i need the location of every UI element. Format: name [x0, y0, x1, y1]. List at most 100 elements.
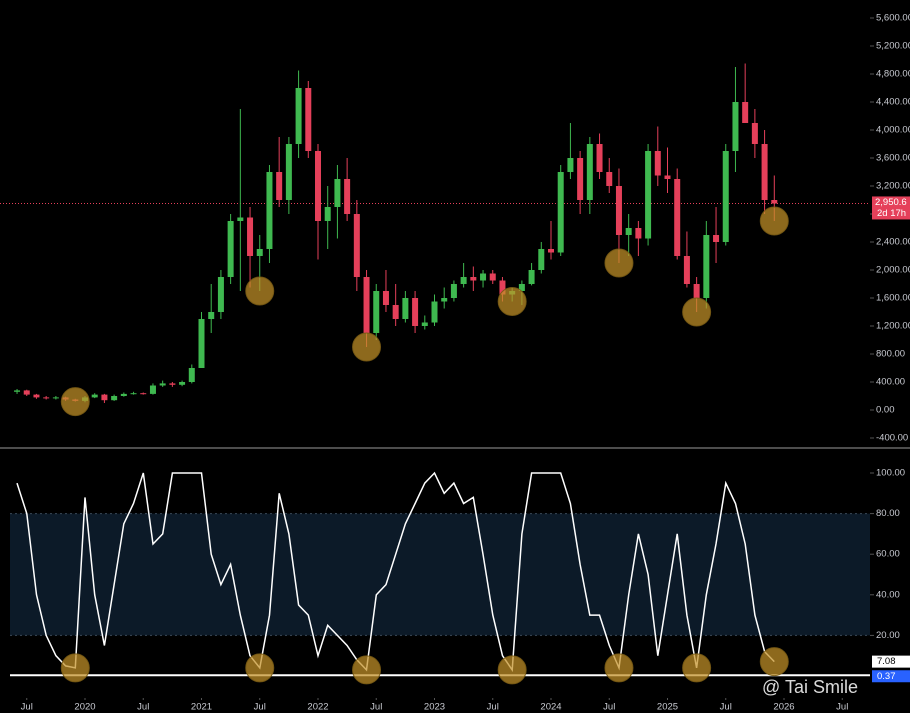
candle-body [645, 151, 652, 239]
highlight [60, 653, 90, 683]
candle-body [33, 394, 40, 398]
candle-body [557, 172, 564, 253]
y-tick-label: 4,000.00 [876, 125, 910, 136]
x-tick-label: 2023 [424, 702, 445, 713]
candle-body [120, 393, 127, 396]
highlight [497, 655, 527, 685]
y-tick-label: 0.00 [876, 405, 895, 416]
candle-body [149, 385, 156, 394]
candle-body [208, 312, 215, 319]
countdown: 2d 17h [877, 208, 906, 219]
x-tick-label: Jul [137, 702, 149, 713]
candle-body [742, 102, 749, 123]
candle-body [538, 249, 545, 270]
x-tick-label: 2025 [657, 702, 678, 713]
y-tick-label: 4,800.00 [876, 69, 910, 80]
y-tick-label: 100.00 [876, 468, 905, 479]
candle-body [140, 393, 147, 395]
candle-body [14, 390, 21, 392]
y-tick-label: 5,200.00 [876, 41, 910, 52]
x-tick-label: Jul [603, 702, 615, 713]
y-tick-label: 800.00 [876, 349, 905, 360]
y-tick-label: 20.00 [876, 630, 900, 641]
candle-body [635, 228, 642, 239]
highlight [682, 653, 712, 683]
x-tick-label: 2022 [307, 702, 328, 713]
y-tick-label: 1,200.00 [876, 321, 910, 332]
highlight [352, 332, 382, 362]
candle-body [266, 172, 273, 249]
candle-body [285, 144, 292, 200]
highlight [759, 647, 789, 677]
candle-body [489, 273, 496, 281]
y-tick-label: 2,400.00 [876, 237, 910, 248]
watermark: @ Tai Smile [762, 677, 858, 697]
x-tick-label: Jul [487, 702, 499, 713]
candle-body [412, 298, 419, 326]
candle-body [664, 175, 671, 179]
candle-body [324, 207, 331, 221]
baseline-label: 0.37 [877, 671, 896, 682]
oscillator-band [10, 513, 870, 636]
highlight [759, 206, 789, 236]
candle-body [315, 151, 321, 221]
highlight [352, 655, 382, 685]
candle-body [295, 88, 302, 144]
candle-body [23, 390, 30, 395]
candle-body [363, 277, 370, 333]
candle-body [470, 277, 477, 281]
candle-body [305, 88, 312, 151]
candle-body [606, 172, 613, 186]
candle-body [52, 397, 59, 399]
x-tick-label: 2020 [74, 702, 95, 713]
candle-body [596, 144, 603, 172]
candle-body [713, 235, 720, 242]
candle-body [402, 298, 409, 319]
candle-body [179, 382, 186, 385]
highlight [60, 387, 90, 417]
candle-body [392, 305, 399, 319]
candle-body [586, 144, 593, 200]
x-tick-label: 2026 [773, 702, 794, 713]
candle-body [159, 383, 166, 386]
candle-body [198, 319, 205, 368]
y-tick-label: -400.00 [876, 433, 908, 444]
x-tick-label: Jul [720, 702, 732, 713]
candle-body [101, 394, 108, 401]
x-tick-label: 2021 [191, 702, 212, 713]
candle-body [237, 217, 244, 221]
last-value-label: 7.08 [877, 656, 896, 667]
candle-body [169, 383, 176, 385]
candle-body [567, 158, 574, 172]
candle-body [625, 228, 632, 235]
candle-body [732, 102, 739, 151]
candle-body [111, 396, 118, 401]
candle-body [217, 277, 224, 312]
candle-body [693, 284, 700, 298]
y-tick-label: 2,000.00 [876, 265, 910, 276]
y-tick-label: 40.00 [876, 589, 900, 600]
highlight [245, 276, 275, 306]
candle-body [382, 291, 389, 305]
y-tick-label: 60.00 [876, 549, 900, 560]
last-value-box [872, 655, 910, 668]
candle-body [91, 394, 98, 398]
candle-body [499, 280, 506, 295]
candle-body [751, 123, 758, 144]
x-tick-label: Jul [254, 702, 266, 713]
x-tick-label: Jul [836, 702, 848, 713]
candle-body [674, 179, 681, 256]
candle-body [654, 151, 661, 176]
last-price-label: 2,950.6 [875, 197, 907, 208]
candle-body [334, 179, 341, 207]
candle-body [615, 186, 622, 235]
candle-body [722, 151, 729, 242]
candle-body [421, 322, 428, 326]
highlight [497, 287, 527, 316]
candle-body [256, 249, 263, 256]
candle-body [276, 172, 283, 200]
candle-body [761, 144, 768, 200]
y-tick-label: 80.00 [876, 508, 900, 519]
